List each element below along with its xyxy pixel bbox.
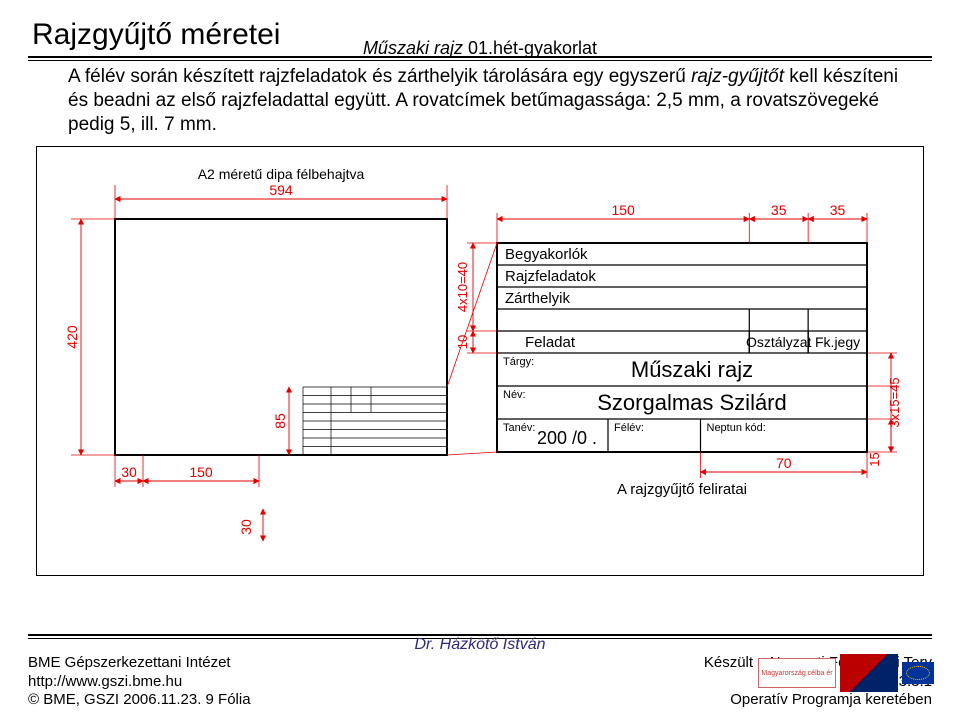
svg-text:35: 35 [771,202,787,218]
svg-text:35: 35 [830,202,846,218]
svg-text:Begyakorlók: Begyakorlók [505,246,588,263]
footer-author: Dr. Házkötő István [28,636,932,654]
svg-text:4x10=40: 4x10=40 [455,262,470,312]
svg-text:Rajzfeladatok: Rajzfeladatok [505,268,596,285]
footer-right: Magyarország célba ér Készült a Nemzeti … [704,654,932,710]
svg-text:594: 594 [269,182,293,198]
svg-text:Osztályzat: Osztályzat [746,334,811,350]
footer: Dr. Házkötő István BME Gépszerkezettani … [28,634,932,710]
svg-text:Tanév:: Tanév: [503,422,535,434]
svg-text:70: 70 [776,455,792,471]
svg-text:Félév:: Félév: [614,422,644,434]
svg-text:420: 420 [64,325,80,349]
footer-logos: Magyarország célba ér [758,654,934,692]
svg-text:Műszaki rajz: Műszaki rajz [631,357,753,382]
svg-text:200 /0 .: 200 /0 . [537,428,597,448]
footer-copyright: © BME, GSZI 2006.11.23. 9 Fólia [28,691,251,710]
subtitle-italic: Műszaki rajz [363,38,468,58]
svg-text:150: 150 [611,202,635,218]
footer-inst: BME Gépszerkezettani Intézet [28,654,251,673]
svg-text:Neptun kód:: Neptun kód: [707,422,766,434]
footer-left: BME Gépszerkezettani Intézet http://www.… [28,654,251,710]
svg-text:Fk.jegy: Fk.jegy [815,334,860,350]
svg-text:Szorgalmas Szilárd: Szorgalmas Szilárd [597,390,787,415]
svg-text:Zárthelyik: Zárthelyik [505,290,571,307]
body-em: rajz-gyűjtőt [691,66,784,87]
svg-text:30: 30 [121,464,137,480]
footer-r3: Operatív Programja keretében [704,691,932,710]
svg-text:150: 150 [189,464,213,480]
svg-text:Név:: Név: [503,389,526,401]
svg-text:3x15=45: 3x15=45 [887,378,902,428]
body-p1: A félév során készített rajzfeladatok és… [68,66,691,87]
logo-nft [840,654,898,692]
logo-magyarorszag: Magyarország célba ér [758,658,836,688]
svg-text:85: 85 [272,413,288,429]
svg-text:A2 méretű dipa félbehajtva: A2 méretű dipa félbehajtva [198,166,365,182]
footer-url: http://www.gszi.bme.hu [28,673,251,692]
svg-text:Feladat: Feladat [525,334,576,351]
svg-text:A rajzgyűjtő feliratai: A rajzgyűjtő feliratai [617,481,747,498]
technical-figure: A2 méretű dipa félbehajtva594 420 30 150 85 3… [36,146,924,576]
title-divider [28,56,932,64]
svg-text:Tárgy:: Tárgy: [503,356,534,368]
subtitle-rest: 01.hét-gyakorlat [468,38,597,58]
svg-text:30: 30 [238,519,254,535]
logo-eu [902,662,934,684]
body-text: A félév során készített rajzfeladatok és… [28,65,932,136]
svg-text:15: 15 [867,453,882,467]
